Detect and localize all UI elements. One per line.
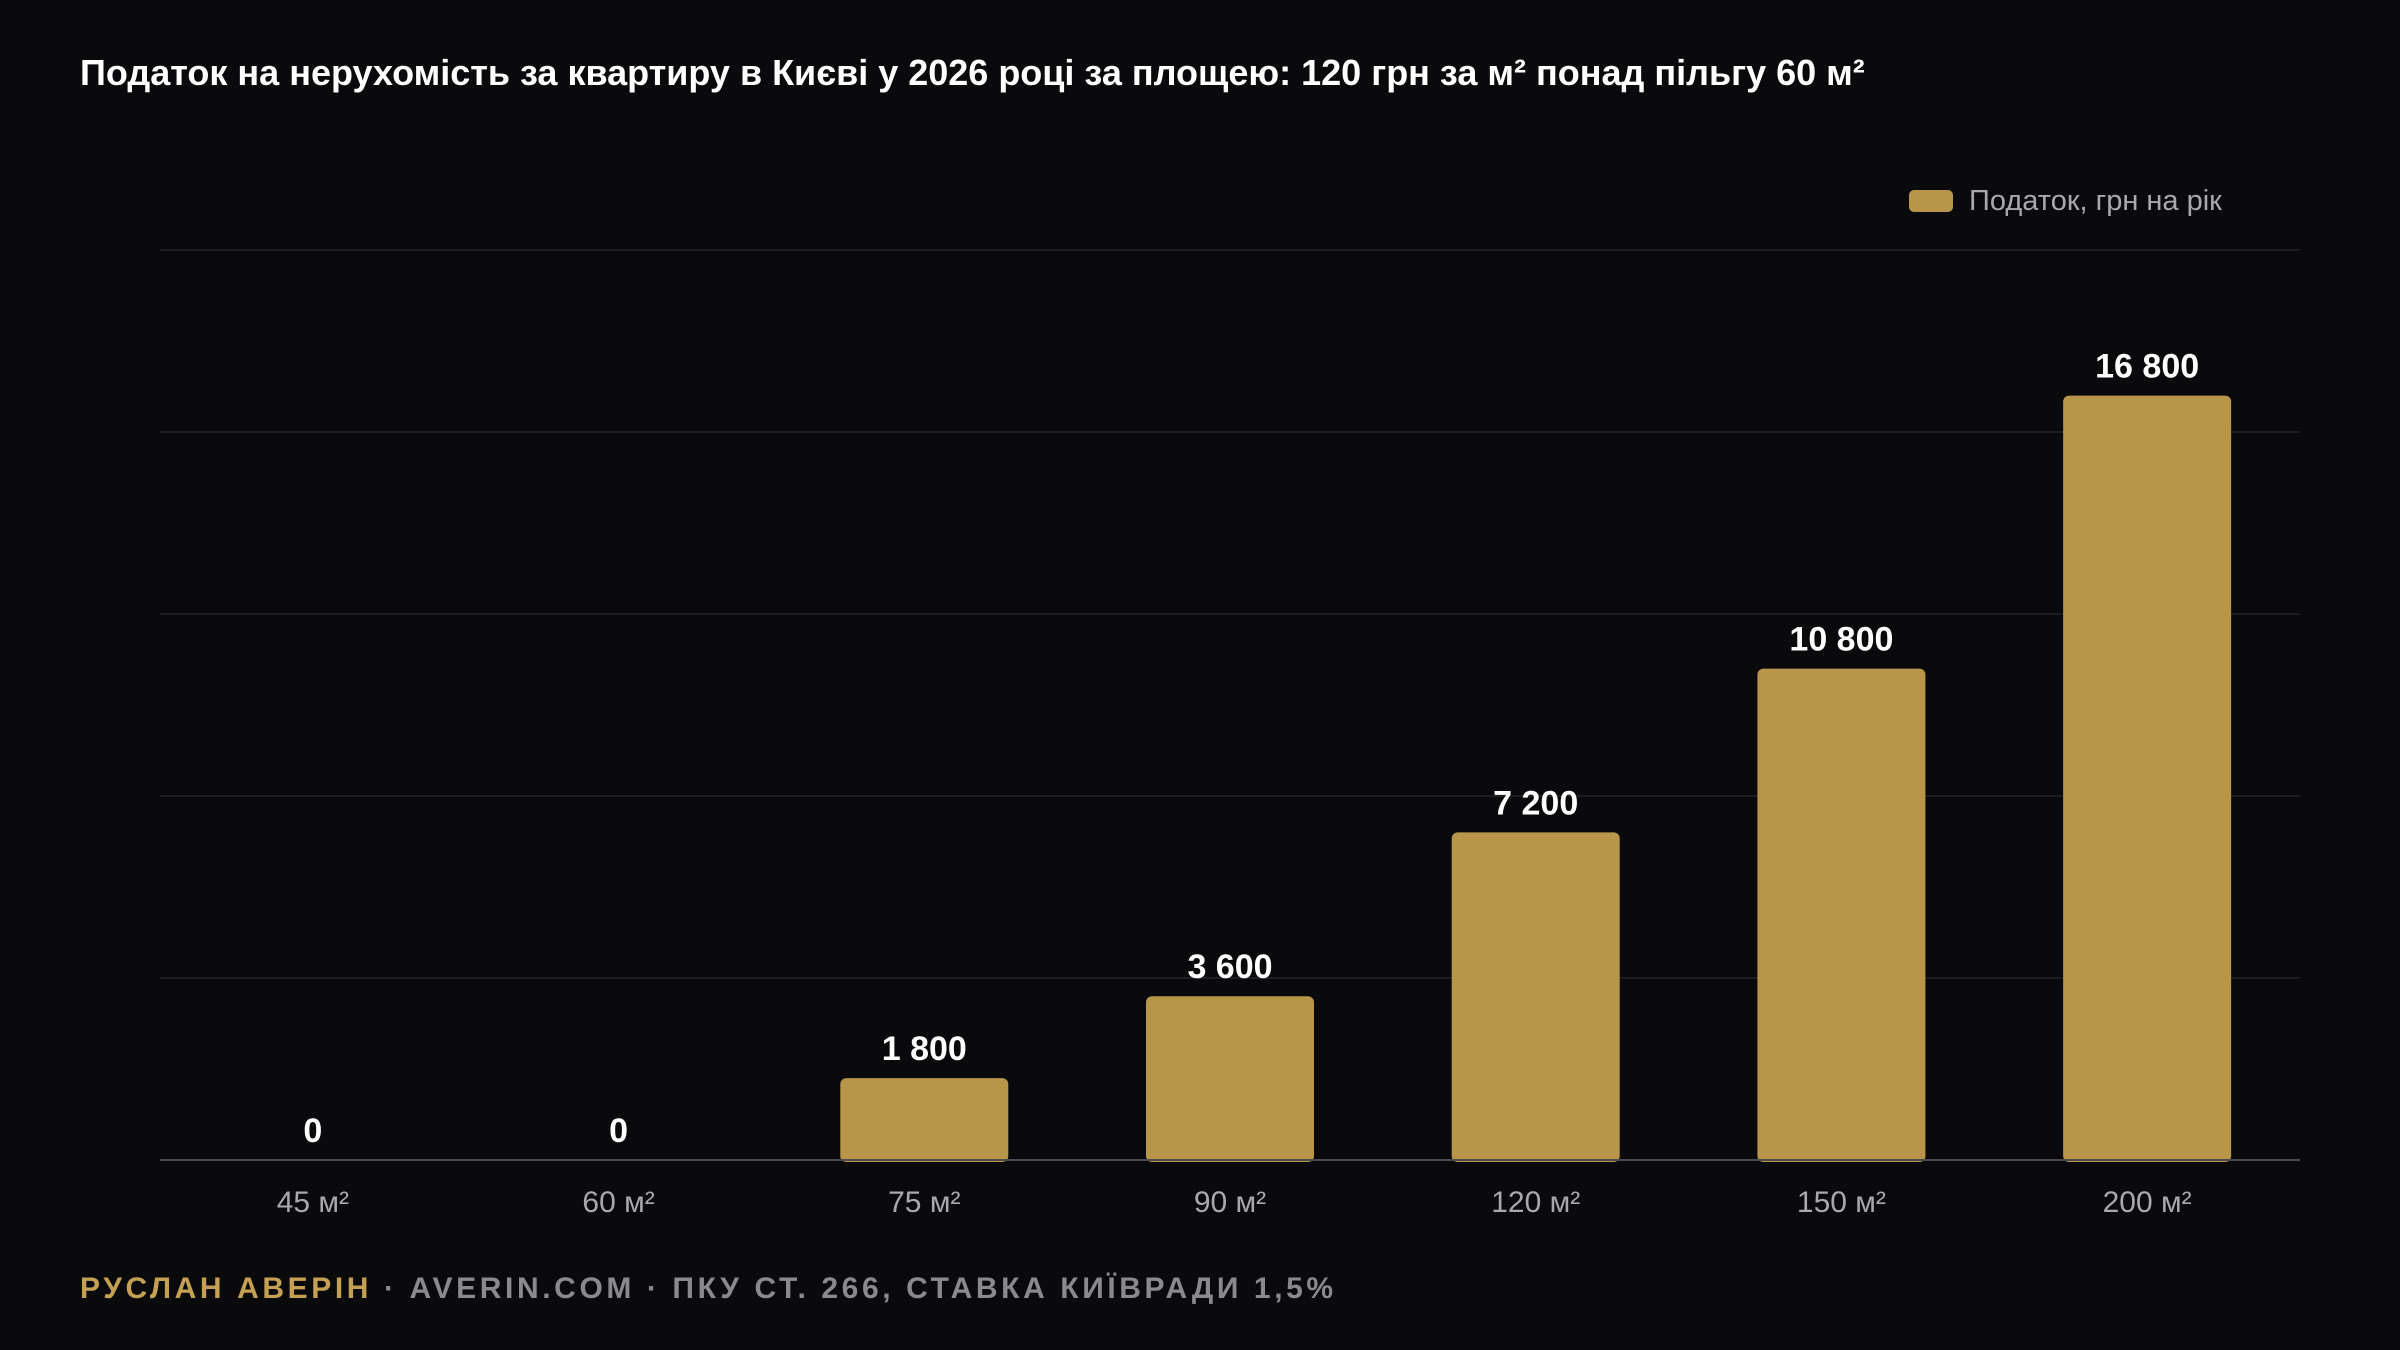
x-tick-label: 150 м²: [1797, 1186, 1886, 1219]
x-tick-label: 90 м²: [1194, 1186, 1266, 1219]
bar: [1146, 996, 1314, 1162]
data-label: 1 800: [882, 1030, 967, 1068]
bar: [840, 1078, 1009, 1162]
chart-title: Податок на нерухомість за квартиру в Киє…: [80, 52, 1865, 93]
bar: [1757, 668, 1926, 1162]
data-label: 3 600: [1187, 948, 1272, 986]
footer: РУСЛАН АВЕРІН · AVERIN.COM · ПКУ СТ. 266…: [80, 1272, 1337, 1306]
data-label: 10 800: [1789, 621, 1893, 659]
data-label: 0: [609, 1112, 628, 1150]
legend-swatch: [1909, 190, 1953, 212]
x-tick-label: 120 м²: [1491, 1186, 1580, 1219]
bar: [1451, 832, 1620, 1162]
x-tick-label: 200 м²: [2103, 1186, 2192, 1219]
footer-author: РУСЛАН АВЕРІН: [80, 1272, 373, 1305]
data-label: 16 800: [2095, 348, 2199, 386]
legend: Податок, грн на рік: [1909, 181, 2222, 221]
footer-source: · AVERIN.COM · ПКУ СТ. 266, СТАВКА КИЇВР…: [372, 1272, 1337, 1305]
data-label: 7 200: [1493, 784, 1578, 822]
x-tick-label: 60 м²: [582, 1186, 654, 1219]
legend-label: Податок, грн на рік: [1969, 184, 2222, 217]
x-tick-label: 75 м²: [888, 1186, 960, 1219]
data-label: 0: [303, 1112, 322, 1150]
bar: [2063, 395, 2232, 1163]
x-tick-label: 45 м²: [277, 1186, 349, 1219]
